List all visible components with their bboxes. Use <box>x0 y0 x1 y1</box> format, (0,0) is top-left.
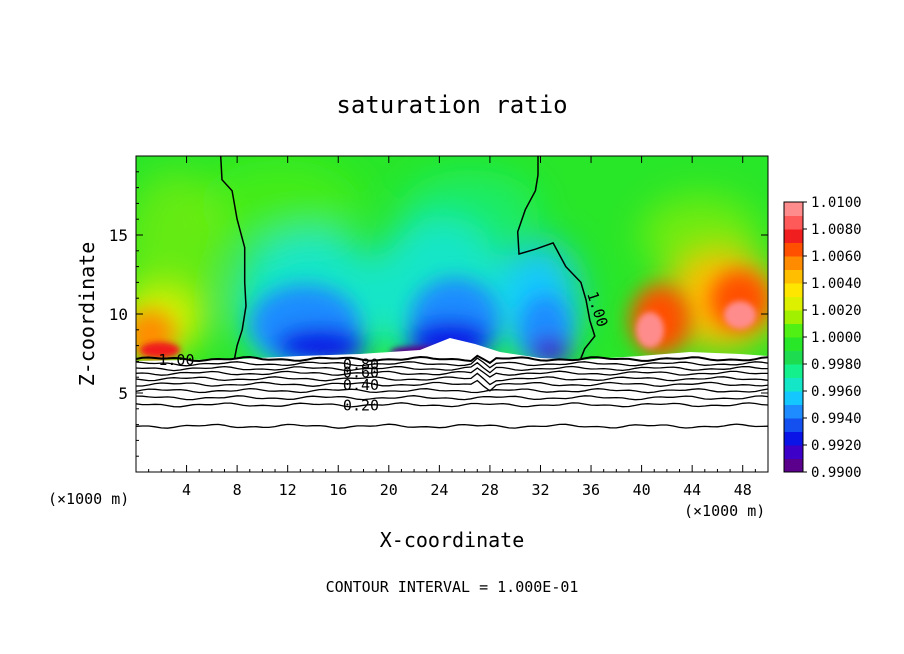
contour-line <box>219 156 247 359</box>
x-tick-label: 40 <box>633 481 651 499</box>
x-unit-left: (×1000 m) <box>48 490 129 508</box>
colorbar-label: 0.9980 <box>811 357 862 373</box>
x-tick-label: 16 <box>329 481 347 499</box>
layer-contour-line <box>136 361 768 374</box>
contour-interval-note: CONTOUR INTERVAL = 1.000E-01 <box>326 578 579 596</box>
colorbar-swatch <box>784 404 803 419</box>
layer-contour-line <box>136 395 768 401</box>
colorbar-swatch <box>784 215 803 230</box>
colorbar-label: 1.0020 <box>811 303 862 319</box>
x-tick-label: 8 <box>233 481 242 499</box>
x-tick-label: 20 <box>380 481 398 499</box>
colorbar-swatch <box>784 310 803 324</box>
colorbar-label: 1.0060 <box>811 249 862 265</box>
colorbar-swatch <box>784 377 803 392</box>
colorbar-swatch <box>784 364 803 378</box>
colorbar-swatch <box>784 283 803 297</box>
layer-contour-line <box>136 354 768 365</box>
y-tick-label: 10 <box>109 305 128 324</box>
x-tick-label: 24 <box>430 481 448 499</box>
x-tick-label: 36 <box>582 481 600 499</box>
colorbar-label: 0.9960 <box>811 384 862 400</box>
contour-label: 1.00 <box>158 351 194 369</box>
colorbar-label: 1.0000 <box>811 330 862 346</box>
colorbar-swatch <box>784 431 803 446</box>
layer-contour-line <box>136 379 768 392</box>
contour-label: 0.20 <box>343 397 379 415</box>
x-tick-label: 28 <box>481 481 499 499</box>
contour-line <box>516 156 596 359</box>
colorbar-swatch <box>784 296 803 311</box>
contour-label: 0.80 <box>343 356 379 374</box>
colorbar-label: 1.0080 <box>811 222 862 238</box>
y-tick-label: 5 <box>118 384 128 403</box>
contour-lines <box>136 156 768 429</box>
x-tick-label: 32 <box>531 481 549 499</box>
x-tick-label: 48 <box>734 481 752 499</box>
colorbar-label: 0.9920 <box>811 438 862 454</box>
colorbar-swatch <box>784 269 803 284</box>
layer-contour-line <box>136 372 768 386</box>
colorbar-swatch <box>784 391 803 405</box>
colorbar-label: 1.0100 <box>811 195 862 211</box>
layer-contour-line <box>136 367 768 378</box>
x-tick-label: 12 <box>279 481 297 499</box>
contour-label: 0.40 <box>343 376 379 394</box>
colorbar-label: 0.9940 <box>811 411 862 427</box>
contour-label: 0.60 <box>343 363 379 381</box>
colorbar-swatch <box>784 445 803 459</box>
colorbar-label: 1.0040 <box>811 276 862 292</box>
colorbar-swatch <box>784 458 803 473</box>
colorbar-swatch <box>784 337 803 351</box>
colorbar-swatch <box>784 202 803 216</box>
colorbar-swatch <box>784 418 803 432</box>
layer-contour-line <box>136 402 768 408</box>
x-axis: 4 8 12 16 20 24 28 32 36 40 44 48 <box>148 156 756 499</box>
colorbar-swatch <box>784 256 803 270</box>
x-unit-right: (×1000 m) <box>684 502 765 520</box>
x-tick-label: 44 <box>683 481 701 499</box>
layer-contour-line <box>136 387 768 394</box>
layer-contour-line <box>136 357 768 369</box>
y-axis-label: Z-coordinate <box>75 242 99 387</box>
colorbar: 0.9900 0.9920 0.9940 0.9960 0.9980 1.0000 1.00… <box>783 195 862 481</box>
x-tick-label: 4 <box>182 481 191 499</box>
colorbar-swatch <box>784 323 803 338</box>
x-axis-label: X-coordinate <box>380 528 525 552</box>
chart-title: saturation ratio <box>336 91 567 119</box>
colorbar-label: 0.9900 <box>811 465 862 481</box>
layer-contour-line <box>136 423 768 429</box>
colorbar-swatch <box>784 242 803 257</box>
y-axis: 5 10 15 <box>109 171 768 457</box>
y-tick-label: 15 <box>109 226 128 245</box>
heatmap-field <box>136 156 768 472</box>
colorbar-swatch <box>784 229 803 243</box>
colorbar-swatch <box>784 350 803 365</box>
